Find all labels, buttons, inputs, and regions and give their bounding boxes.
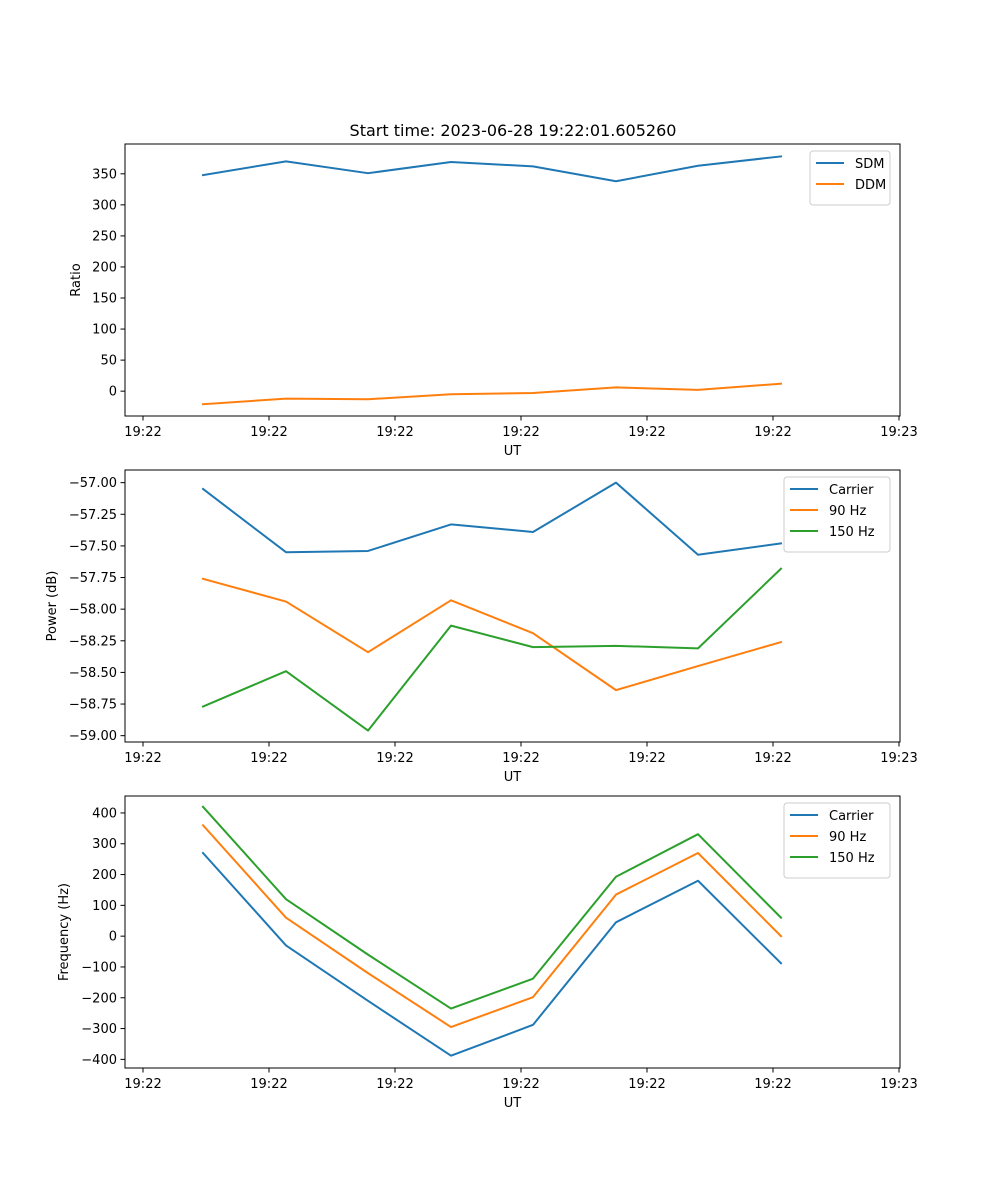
y-tick-label: −58.75 xyxy=(69,698,117,713)
legend-label: SDM xyxy=(855,157,884,172)
x-tick-label: 19:23 xyxy=(880,425,917,440)
y-tick-label: −58.00 xyxy=(69,603,117,618)
x-tick-label: 19:23 xyxy=(880,1077,917,1092)
legend-box xyxy=(783,802,891,879)
y-axis-label: Frequency (Hz) xyxy=(57,883,72,981)
y-tick-label: −57.75 xyxy=(69,571,117,586)
series-line-carrier xyxy=(201,481,783,556)
series-line-150-hz xyxy=(201,567,783,732)
x-tick-label: 19:22 xyxy=(502,425,539,440)
legend-label: DDM xyxy=(855,178,886,193)
y-tick-label: 50 xyxy=(100,354,117,369)
legend-label: 90 Hz xyxy=(829,830,866,845)
x-axis-label: UT xyxy=(504,444,522,459)
legend-label: 150 Hz xyxy=(829,851,875,866)
x-tick-label: 19:22 xyxy=(754,751,791,766)
y-tick-label: 200 xyxy=(92,868,117,883)
y-tick-label: 400 xyxy=(92,806,117,821)
legend-label: 90 Hz xyxy=(829,504,866,519)
axes-frame xyxy=(124,143,901,417)
y-tick-label: −58.50 xyxy=(69,666,117,681)
y-axis-label: Power (dB) xyxy=(45,571,60,642)
series-line-90-hz xyxy=(201,823,783,1029)
x-tick-label: 19:22 xyxy=(628,1077,665,1092)
subplot-2: 19:22 19:22 19:22 19:22 19:22 19:22 19:23 −59.0… xyxy=(45,469,918,785)
x-tick-label: 19:22 xyxy=(124,425,161,440)
y-tick-label: −57.25 xyxy=(69,508,117,523)
y-tick-label: −200 xyxy=(81,991,117,1006)
y-axis-label: Ratio xyxy=(69,263,84,296)
subplot-3: 19:22 19:22 19:22 19:22 19:22 19:22 19:23 −400 −… xyxy=(57,795,918,1111)
y-tick-label: 350 xyxy=(92,167,117,182)
x-axis-label: UT xyxy=(504,770,522,785)
y-tick-label: −59.00 xyxy=(69,729,117,744)
series-line-150-hz xyxy=(201,805,783,1010)
x-tick-label: 19:22 xyxy=(376,1077,413,1092)
series-line-90-hz xyxy=(201,577,783,692)
x-tick-label: 19:23 xyxy=(880,751,917,766)
y-tick-label: −300 xyxy=(81,1022,117,1037)
x-tick-label: 19:22 xyxy=(754,1077,791,1092)
legend-label: 150 Hz xyxy=(829,525,875,540)
x-axis-label: UT xyxy=(504,1096,522,1111)
x-tick-label: 19:22 xyxy=(754,425,791,440)
axes-frame xyxy=(124,795,901,1069)
y-tick-label: 150 xyxy=(92,292,117,307)
y-tick-label: −400 xyxy=(81,1053,117,1068)
x-tick-label: 19:22 xyxy=(628,425,665,440)
y-tick-label: 100 xyxy=(92,323,117,338)
x-tick-label: 19:22 xyxy=(502,751,539,766)
legend: Carrier 90 Hz 150 Hz xyxy=(783,476,891,553)
legend-label: Carrier xyxy=(829,483,874,498)
x-tick-label: 19:22 xyxy=(376,425,413,440)
x-tick-label: 19:22 xyxy=(250,425,287,440)
y-tick-label: 250 xyxy=(92,229,117,244)
axes-frame xyxy=(124,469,901,743)
x-tick-label: 19:22 xyxy=(502,1077,539,1092)
x-tick-label: 19:22 xyxy=(124,751,161,766)
legend-label: Carrier xyxy=(829,809,874,824)
series-line-sdm xyxy=(201,155,783,183)
y-tick-label: −57.50 xyxy=(69,539,117,554)
y-tick-label: 100 xyxy=(92,899,117,914)
legend-box xyxy=(783,476,891,553)
y-tick-label: 0 xyxy=(109,930,117,945)
legend-box xyxy=(809,150,891,206)
figure-title: Start time: 2023-06-28 19:22:01.605260 xyxy=(350,121,677,140)
legend: Carrier 90 Hz 150 Hz xyxy=(783,802,891,879)
legend: SDM DDM xyxy=(809,150,891,206)
subplot-1: 19:22 19:22 19:22 19:22 19:22 19:22 19:23 0 50 10… xyxy=(69,143,918,459)
x-tick-label: 19:22 xyxy=(376,751,413,766)
x-tick-label: 19:22 xyxy=(628,751,665,766)
y-tick-label: −57.00 xyxy=(69,476,117,491)
x-tick-label: 19:22 xyxy=(250,751,287,766)
y-tick-label: 300 xyxy=(92,198,117,213)
y-tick-label: 300 xyxy=(92,837,117,852)
y-tick-label: 200 xyxy=(92,260,117,275)
series-line-carrier xyxy=(201,851,783,1057)
y-tick-label: −58.25 xyxy=(69,634,117,649)
x-tick-label: 19:22 xyxy=(124,1077,161,1092)
y-tick-label: −100 xyxy=(81,960,117,975)
series-line-ddm xyxy=(201,382,783,406)
x-tick-label: 19:22 xyxy=(250,1077,287,1092)
y-tick-label: 0 xyxy=(109,385,117,400)
